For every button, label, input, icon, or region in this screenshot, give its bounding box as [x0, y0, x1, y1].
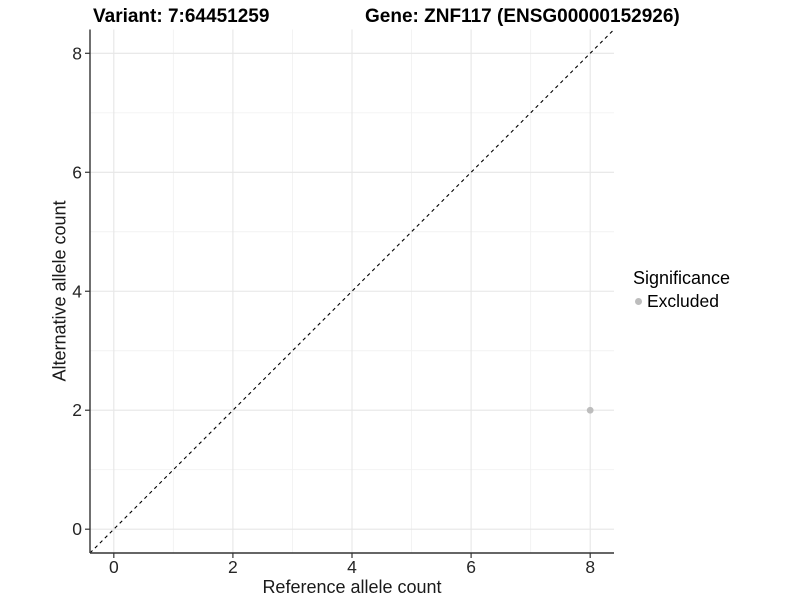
plot-title-gene: Gene: ZNF117 (ENSG00000152926) — [365, 6, 680, 27]
plot-title-variant: Variant: 7:64451259 — [93, 6, 270, 27]
tick-labels-layer: 0 2 4 6 8 0 2 4 6 8 — [72, 43, 595, 577]
x-axis-label: Reference allele count — [262, 577, 442, 597]
legend-title: Significance — [633, 268, 731, 288]
svg-text:4: 4 — [347, 557, 357, 577]
svg-text:2: 2 — [228, 557, 238, 577]
legend-item-label: Excluded — [647, 291, 719, 311]
svg-text:0: 0 — [109, 557, 119, 577]
svg-text:0: 0 — [72, 519, 82, 539]
svg-text:2: 2 — [72, 400, 82, 420]
svg-text:6: 6 — [72, 162, 82, 182]
svg-text:6: 6 — [466, 557, 476, 577]
legend: Significance Excluded — [633, 268, 730, 312]
y-axis-label: Alternative allele count — [49, 200, 70, 382]
excluded-point-icon — [635, 298, 642, 305]
grid-major-layer — [90, 29, 614, 553]
svg-text:4: 4 — [72, 281, 82, 301]
legend-item-excluded: Excluded — [633, 291, 730, 312]
svg-text:8: 8 — [72, 43, 82, 63]
identity-line — [89, 29, 615, 554]
svg-text:8: 8 — [585, 557, 595, 577]
data-points-layer — [586, 406, 594, 414]
tick-marks-layer — [85, 52, 591, 558]
